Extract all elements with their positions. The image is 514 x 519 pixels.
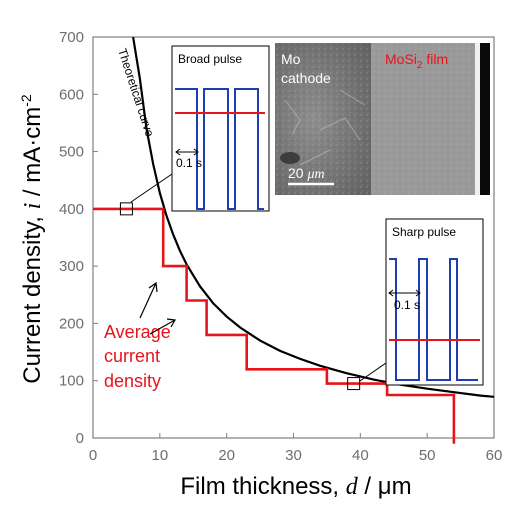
inset-sharp-pulse-title: Sharp pulse xyxy=(392,225,456,239)
x-tick-label: 10 xyxy=(151,447,168,464)
sharp-pulse-period-label: 0.1 s xyxy=(394,298,420,312)
micrograph-background xyxy=(480,43,490,195)
y-tick-label: 700 xyxy=(59,29,84,46)
y-tick-label: 0 xyxy=(76,430,84,447)
micrograph-scale-label: 20 μm xyxy=(288,165,325,182)
x-tick-label: 50 xyxy=(419,447,436,464)
broad-pulse-waveform xyxy=(175,88,264,210)
sharp-pulse-waveform xyxy=(389,258,478,381)
series-average-current-density xyxy=(93,207,456,444)
micrograph-film-edge xyxy=(475,43,480,195)
inset-sharp-pulse-frame xyxy=(385,218,484,386)
x-axis-title: Film thickness, d / μm xyxy=(180,473,411,500)
broad-pulse-period-label: 0.1 s xyxy=(176,156,202,170)
y-axis-ticks: 0 100 200 300 400 500 600 700 xyxy=(59,29,98,447)
y-tick-label: 500 xyxy=(59,144,84,161)
average-label-line1: Average xyxy=(104,322,171,342)
x-tick-label: 60 xyxy=(486,447,503,464)
micrograph-cathode-label-line1: Mo xyxy=(281,51,301,67)
x-axis-ticks: 0 10 20 30 40 50 60 xyxy=(89,433,503,464)
inset-micrograph: Mo cathode MoSi2 film 20 μm xyxy=(275,43,490,195)
micrograph-film-label: MoSi2 film xyxy=(385,51,448,71)
x-tick-label: 0 xyxy=(89,447,97,464)
sharp-pulse-period-arrow xyxy=(388,289,421,297)
y-axis-title: Current density, i / mA·cm-2 xyxy=(18,94,46,384)
y-tick-label: 200 xyxy=(59,315,84,332)
data-marker xyxy=(347,377,361,391)
x-tick-label: 40 xyxy=(352,447,369,464)
x-tick-label: 20 xyxy=(218,447,235,464)
inset-broad-pulse-frame xyxy=(171,45,270,212)
x-tick-label: 30 xyxy=(285,447,302,464)
y-tick-label: 600 xyxy=(59,86,84,103)
y-tick-label: 400 xyxy=(59,201,84,218)
inset-sharp-pulse: Sharp pulse 0.1 s xyxy=(385,218,484,386)
data-marker xyxy=(119,202,133,216)
average-label-line2: current xyxy=(104,346,160,366)
broad-pulse-leader-line xyxy=(130,173,173,203)
y-tick-label: 300 xyxy=(59,258,84,275)
y-tick-label: 100 xyxy=(59,373,84,390)
broad-pulse-period-arrow xyxy=(175,148,199,156)
inset-broad-pulse-title: Broad pulse xyxy=(178,52,242,66)
inset-broad-pulse: Broad pulse 0.1 s xyxy=(171,45,270,212)
micrograph-cathode-label-line2: cathode xyxy=(281,70,331,86)
average-arrows xyxy=(139,281,176,335)
average-label-line3: density xyxy=(104,371,161,391)
sharp-pulse-leader-line xyxy=(359,362,387,382)
data-markers xyxy=(119,202,361,391)
